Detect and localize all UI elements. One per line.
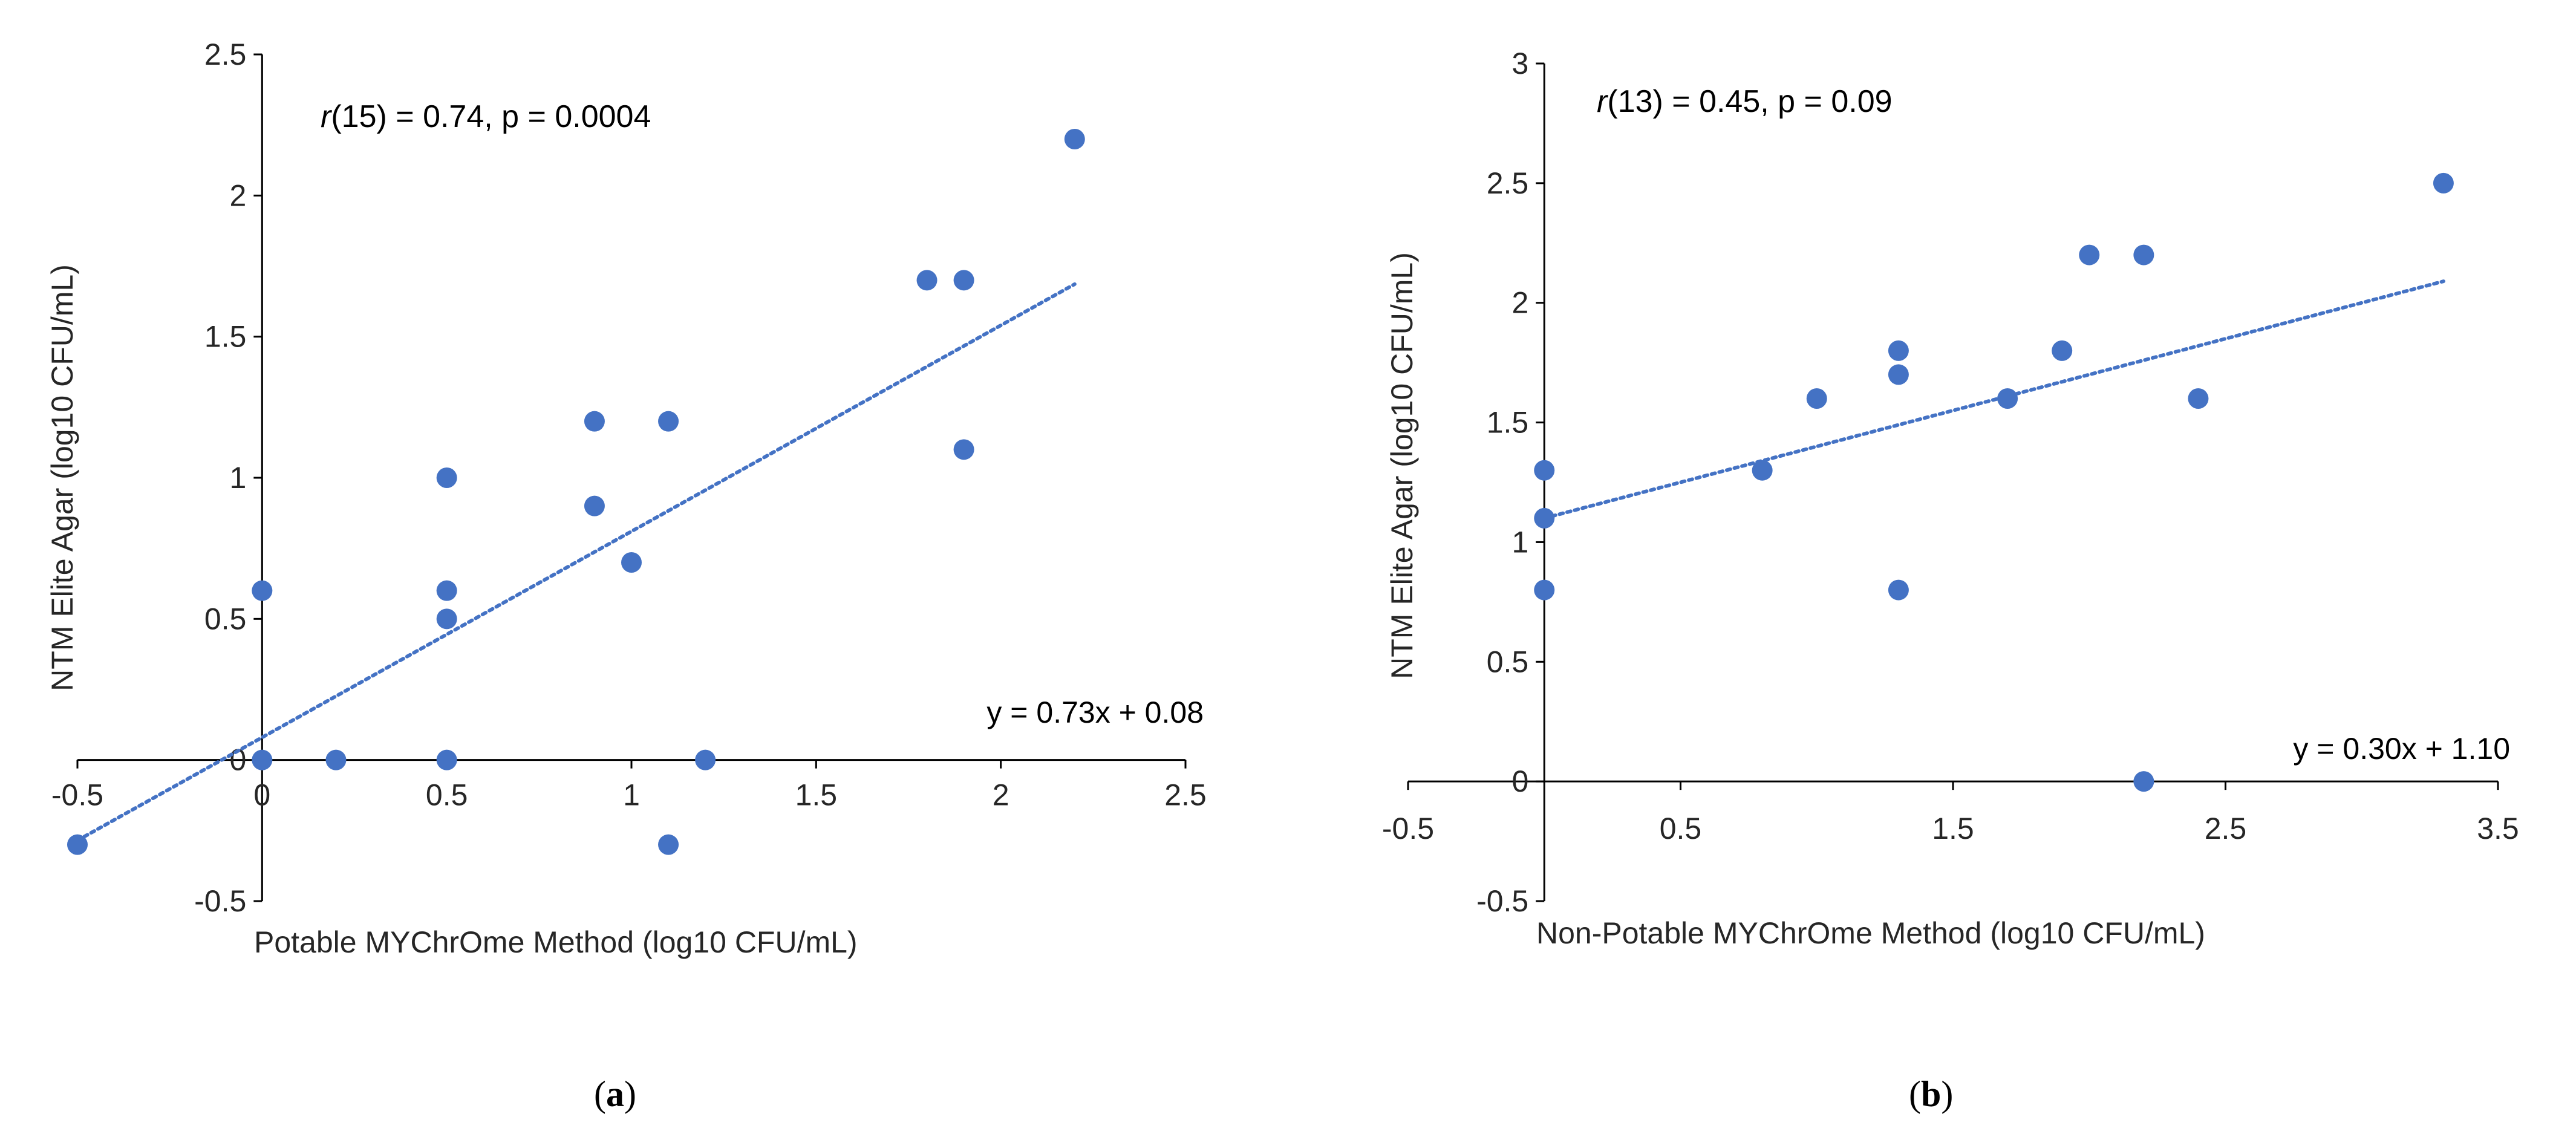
x-tick-label: 0.5 [426, 778, 468, 812]
y-tick-label: 2 [1511, 286, 1528, 320]
y-tick-label: 1.5 [204, 320, 247, 354]
corr-r-symbol: r [1597, 84, 1609, 119]
data-point [436, 608, 457, 630]
points-a [67, 129, 1085, 855]
data-point [2433, 172, 2454, 194]
x-tick-label: -0.5 [51, 778, 103, 812]
data-point [1888, 579, 1909, 601]
data-point [252, 580, 273, 601]
y-tick-label: 0.5 [204, 602, 247, 636]
y-tick-label: 1 [1511, 525, 1528, 559]
data-point [658, 411, 679, 432]
data-point [2133, 771, 2154, 792]
regression-equation-b: y = 0.30x + 1.10 [2293, 732, 2510, 766]
data-point [436, 467, 457, 488]
data-point [953, 439, 974, 460]
y-tick-label: 1.5 [1487, 406, 1529, 440]
y-axis-title-b: NTM Elite Agar (log10 CFU/mL) [1385, 252, 1419, 679]
corr-r-symbol: r [321, 99, 333, 134]
data-point [916, 270, 937, 291]
data-point [1534, 507, 1555, 529]
y-tick-label: 0.5 [1487, 645, 1529, 679]
correlation-annotation-a: r(15) = 0.74, p = 0.0004 [321, 99, 651, 134]
data-point [1534, 579, 1555, 601]
data-point [953, 270, 974, 291]
trendline [76, 282, 1077, 842]
data-point [621, 552, 642, 573]
y-tick-label: 2 [230, 178, 247, 212]
y-axis-title-a: NTM Elite Agar (log10 CFU/mL) [45, 264, 79, 691]
y-tick-label: 3 [1511, 47, 1528, 80]
y-tick-label: 1 [230, 461, 247, 495]
y-tick-label: -0.5 [194, 884, 246, 918]
x-tick-label: 3.5 [2477, 812, 2519, 845]
x-tick-label: 1.5 [795, 778, 838, 812]
x-tick-label: 2 [993, 778, 1009, 812]
data-point [1888, 340, 1909, 361]
axes-b: -0.5 0 0.5 1 1.5 2 2.5 3 -0.5 0.5 1.5 2.5 3.5 [1382, 47, 2519, 918]
regression-equation-a: y = 0.73x + 0.08 [986, 695, 1204, 729]
x-tick-label: 2.5 [1164, 778, 1207, 812]
y-tick-label: -0.5 [1476, 884, 1528, 918]
data-point [2079, 244, 2100, 265]
x-tick-label: -0.5 [1382, 812, 1434, 845]
data-point [1806, 388, 1827, 409]
data-point [2133, 244, 2154, 265]
data-point [1752, 460, 1773, 481]
data-point [436, 580, 457, 601]
caption-b: (b) [1909, 1074, 1954, 1114]
x-axis-title-a: Potable MYChrOme Method (log10 CFU/mL) [254, 925, 858, 959]
data-point [584, 495, 605, 516]
scatter-chart-b: -0.5 0 0.5 1 1.5 2 2.5 3 -0.5 0.5 1.5 2.5 3.5 r(13) … [1382, 47, 2519, 950]
data-point [1534, 460, 1555, 481]
scatter-chart-a: -0.500.511.522.5-0.5 0 0.5 1 1.5 2 2.5 r(15) =… [45, 37, 1207, 959]
trendline-b [1542, 279, 2445, 520]
axes-a: -0.500.511.522.5-0.5 0 0.5 1 1.5 2 2.5 [51, 37, 1207, 918]
chart-panel-a: -0.5 0 0.5 1 1.5 2 2.5 -0.5 0 0.5 1 1.5 2 2.5 r(15) =… [0, 0, 1270, 1143]
points-b [1534, 172, 2454, 792]
corr-text: (15) = 0.74, p = 0.0004 [331, 99, 651, 134]
data-point [325, 749, 347, 770]
data-point [695, 749, 716, 770]
correlation-annotation-b: r(13) = 0.45, p = 0.09 [1597, 84, 1893, 119]
trendline-a [76, 282, 1077, 842]
x-tick-label: 2.5 [2205, 812, 2247, 845]
x-tick-label: 1 [623, 778, 640, 812]
data-point [1064, 129, 1085, 149]
y-tick-label: 2.5 [204, 37, 247, 71]
data-point [2052, 340, 2073, 361]
chart-panel-b: -0.5 0 0.5 1 1.5 2 2.5 3 -0.5 0.5 1.5 2.5 3.5 r(13) … [1294, 0, 2576, 1143]
y-tick-label: 0 [1511, 764, 1528, 798]
data-point [658, 834, 679, 855]
x-tick-label: 0 [253, 778, 270, 812]
corr-text: (13) = 0.45, p = 0.09 [1607, 84, 1892, 119]
data-point [67, 834, 88, 855]
x-tick-label: 1.5 [1932, 812, 1974, 845]
trendline [1542, 279, 2445, 520]
x-tick-label: 0.5 [1660, 812, 1702, 845]
data-point [1997, 388, 2018, 409]
data-point [436, 749, 457, 770]
data-point [584, 411, 605, 432]
data-point [1888, 364, 1909, 385]
data-point [2188, 388, 2209, 409]
x-axis-title-b: Non-Potable MYChrOme Method (log10 CFU/m… [1536, 916, 2205, 950]
y-tick-label: 2.5 [1487, 166, 1529, 200]
caption-a: (a) [594, 1074, 636, 1114]
data-point [252, 749, 273, 770]
